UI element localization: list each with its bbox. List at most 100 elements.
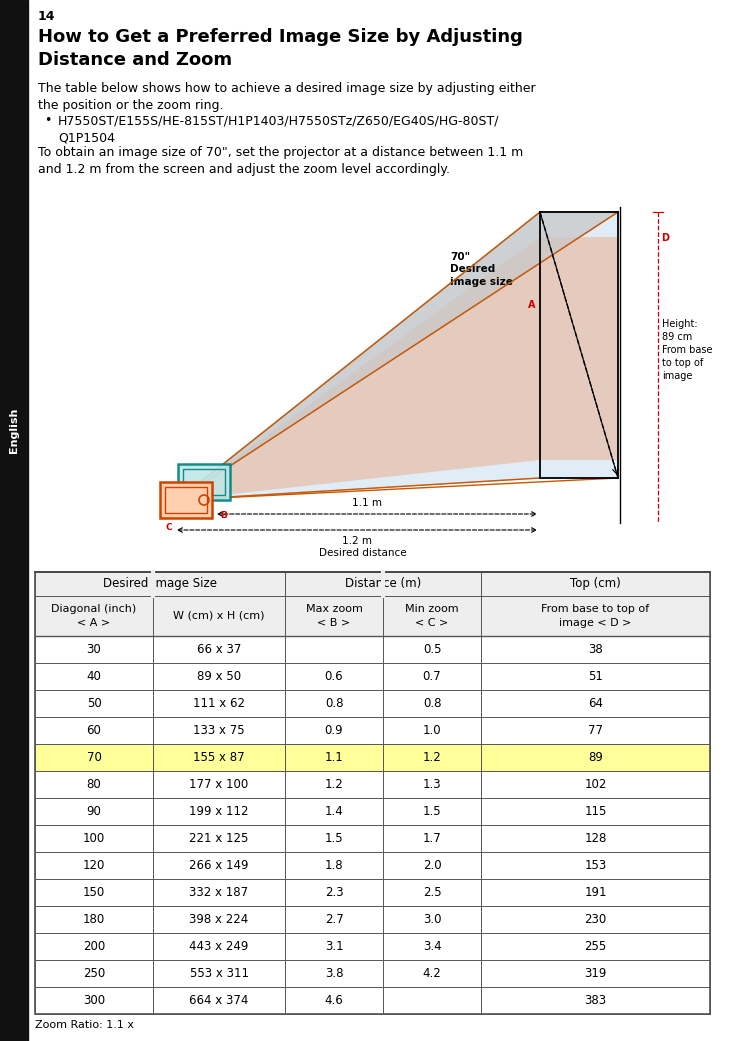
Bar <box>481 987 710 1014</box>
Bar <box>383 663 481 690</box>
Text: 1.2 m: 1.2 m <box>342 536 372 545</box>
Bar <box>35 906 153 933</box>
Bar <box>153 987 285 1014</box>
Text: 2.3: 2.3 <box>325 886 343 899</box>
Bar <box>285 933 383 960</box>
Bar <box>481 744 710 771</box>
Text: 250: 250 <box>83 967 105 980</box>
Text: H7550ST/E155S/HE-815ST/H1P1403/H7550STz/Z650/EG40S/HG-80ST/
Q1P1504: H7550ST/E155S/HE-815ST/H1P1403/H7550STz/… <box>58 115 499 145</box>
Bar <box>35 960 153 987</box>
Polygon shape <box>178 237 618 500</box>
Text: 111 x 62: 111 x 62 <box>193 697 245 710</box>
Text: 3.8: 3.8 <box>325 967 343 980</box>
Bar <box>35 879 153 906</box>
Text: 4.6: 4.6 <box>324 994 343 1007</box>
Text: 89 x 50: 89 x 50 <box>197 670 241 683</box>
Bar <box>153 596 285 636</box>
Text: 2.5: 2.5 <box>422 886 441 899</box>
Text: Zoom Ratio: 1.1 x: Zoom Ratio: 1.1 x <box>35 1020 134 1030</box>
Text: 0.6: 0.6 <box>325 670 343 683</box>
Bar <box>481 771 710 798</box>
Bar <box>383 906 481 933</box>
Text: 14: 14 <box>38 10 56 23</box>
Bar <box>383 744 481 771</box>
Bar <box>481 906 710 933</box>
Bar <box>153 879 285 906</box>
Bar <box>0 0 28 1041</box>
Text: 200: 200 <box>83 940 105 953</box>
Text: 1.5: 1.5 <box>422 805 441 818</box>
Bar <box>183 469 225 496</box>
Bar <box>35 987 153 1014</box>
Bar <box>383 798 481 826</box>
Bar <box>153 663 285 690</box>
Bar <box>165 487 207 513</box>
Text: 3.4: 3.4 <box>422 940 441 953</box>
Bar <box>383 987 481 1014</box>
Bar <box>383 879 481 906</box>
Bar <box>160 482 212 518</box>
Bar <box>35 717 153 744</box>
Bar <box>285 879 383 906</box>
Text: 664 x 374: 664 x 374 <box>190 994 249 1007</box>
Text: 51: 51 <box>588 670 603 683</box>
Bar <box>285 960 383 987</box>
Bar <box>481 879 710 906</box>
Polygon shape <box>178 212 618 500</box>
Text: English: English <box>9 407 19 453</box>
Bar <box>153 717 285 744</box>
Text: 100: 100 <box>83 832 105 845</box>
Bar <box>35 596 153 636</box>
Bar <box>35 744 153 771</box>
Bar <box>35 636 153 663</box>
Bar <box>481 636 710 663</box>
Text: 80: 80 <box>86 778 101 791</box>
Text: 221 x 125: 221 x 125 <box>190 832 249 845</box>
Bar <box>153 960 285 987</box>
Text: 1.3: 1.3 <box>422 778 441 791</box>
Bar <box>383 636 481 663</box>
Bar <box>153 906 285 933</box>
Text: Desired Image Size: Desired Image Size <box>103 578 217 590</box>
Text: 180: 180 <box>83 913 105 926</box>
Text: W (cm) x H (cm): W (cm) x H (cm) <box>173 611 265 621</box>
Text: Max zoom
< B >: Max zoom < B > <box>305 605 362 628</box>
Bar <box>35 663 153 690</box>
Bar <box>383 852 481 879</box>
Bar <box>153 690 285 717</box>
Text: 70: 70 <box>86 751 102 764</box>
Polygon shape <box>178 212 618 500</box>
Text: 115: 115 <box>584 805 607 818</box>
Text: 230: 230 <box>584 913 607 926</box>
Bar <box>481 798 710 826</box>
Text: 0.8: 0.8 <box>423 697 441 710</box>
Text: 77: 77 <box>588 723 603 737</box>
Bar <box>481 852 710 879</box>
Text: Min zoom
< C >: Min zoom < C > <box>406 605 459 628</box>
Bar <box>285 798 383 826</box>
Text: 553 x 311: 553 x 311 <box>190 967 248 980</box>
Bar <box>153 744 285 771</box>
Bar <box>481 596 710 636</box>
Text: 0.7: 0.7 <box>422 670 441 683</box>
Text: 300: 300 <box>83 994 105 1007</box>
Text: From base to top of
image < D >: From base to top of image < D > <box>542 605 649 628</box>
Text: 50: 50 <box>86 697 101 710</box>
Text: 38: 38 <box>588 643 603 656</box>
Bar <box>153 771 285 798</box>
Bar <box>285 744 383 771</box>
Text: 1.1: 1.1 <box>324 751 343 764</box>
Bar <box>35 798 153 826</box>
Text: 89: 89 <box>588 751 603 764</box>
Bar <box>285 596 383 636</box>
Bar <box>35 826 153 852</box>
Bar <box>481 690 710 717</box>
Text: 0.8: 0.8 <box>325 697 343 710</box>
Bar <box>481 933 710 960</box>
Bar <box>481 960 710 987</box>
Text: 1.1 m: 1.1 m <box>352 498 382 508</box>
Text: 150: 150 <box>83 886 105 899</box>
Bar <box>285 852 383 879</box>
Bar <box>481 572 710 596</box>
Bar <box>178 464 230 500</box>
